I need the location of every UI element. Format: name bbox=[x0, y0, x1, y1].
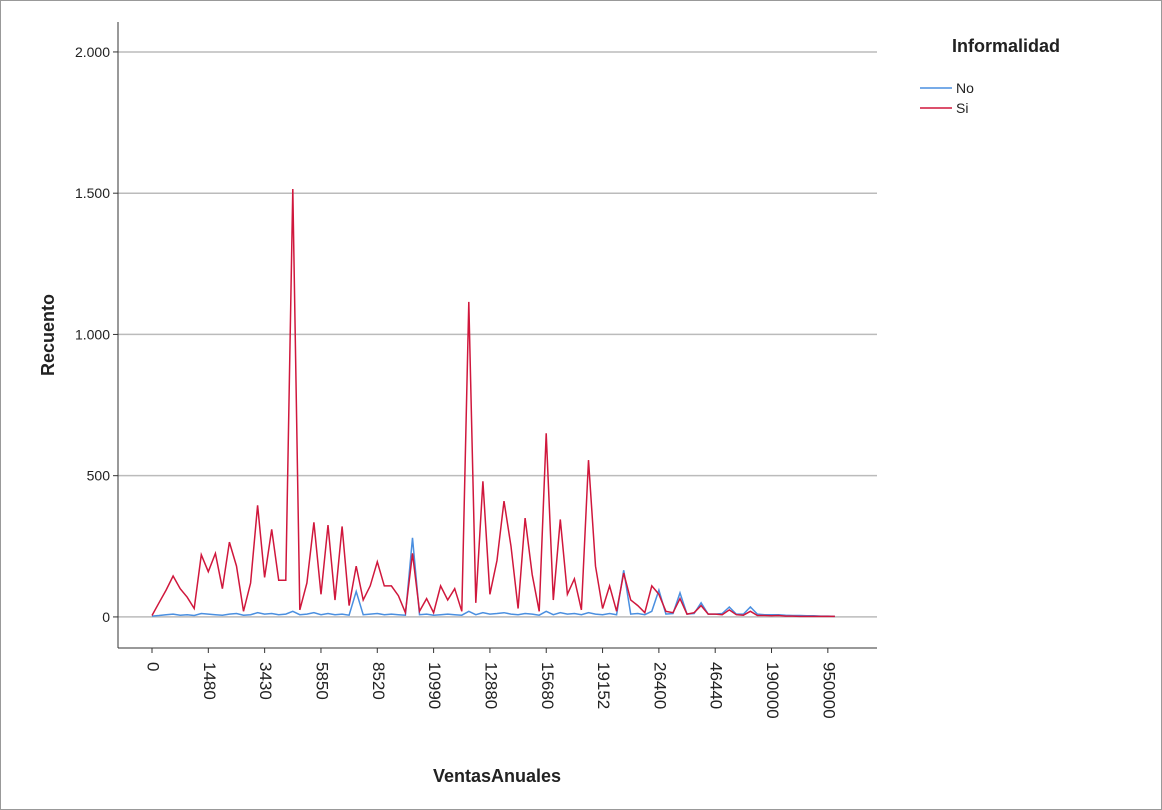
y-tick-label: 500 bbox=[87, 468, 111, 484]
x-tick-label: 26400 bbox=[650, 662, 669, 709]
y-tick-label: 2.000 bbox=[75, 44, 110, 60]
x-tick-label: 190000 bbox=[763, 662, 782, 719]
x-tick-label: 15680 bbox=[538, 662, 557, 709]
x-tick-label: 5850 bbox=[312, 662, 331, 700]
legend-title: Informalidad bbox=[952, 36, 1060, 56]
y-tick-label: 0 bbox=[102, 609, 110, 625]
series-line bbox=[151, 188, 835, 618]
x-axis-title: VentasAnuales bbox=[433, 766, 561, 786]
y-tick-label: 1.500 bbox=[75, 185, 110, 201]
legend-label: No bbox=[956, 80, 974, 96]
x-tick-label: 12880 bbox=[481, 662, 500, 709]
legend-label: Si bbox=[956, 100, 968, 116]
y-axis-title: Recuento bbox=[38, 294, 58, 376]
x-tick-label: 3430 bbox=[256, 662, 275, 700]
series-line bbox=[151, 537, 835, 618]
x-tick-label: 8520 bbox=[369, 662, 388, 700]
x-tick-label: 0 bbox=[144, 662, 163, 671]
x-tick-label: 1480 bbox=[200, 662, 219, 700]
x-tick-label: 46440 bbox=[707, 662, 726, 709]
y-tick-label: 1.000 bbox=[75, 326, 110, 342]
x-tick-label: 10990 bbox=[425, 662, 444, 709]
x-tick-label: 19152 bbox=[594, 662, 613, 709]
x-tick-label: 950000 bbox=[819, 662, 838, 719]
